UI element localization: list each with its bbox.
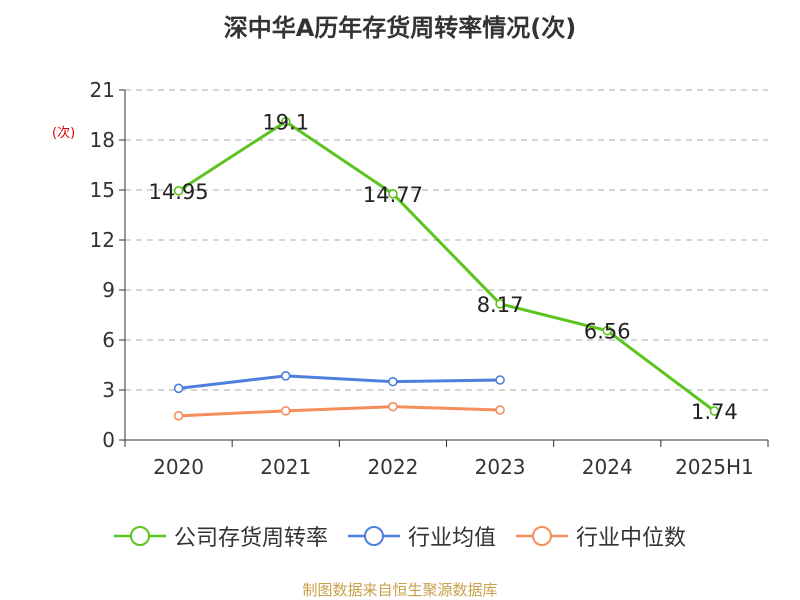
- series-line: [177, 120, 716, 413]
- y-tick-label: 12: [90, 228, 115, 252]
- data-point: [173, 186, 184, 196]
- y-tick-label: 0: [102, 428, 115, 452]
- y-tick-label: 6: [102, 328, 115, 352]
- y-tick-label: 15: [90, 178, 115, 202]
- data-point: [495, 405, 505, 415]
- data-point: [495, 299, 505, 309]
- legend-circle: [129, 526, 150, 546]
- x-tick-label: 2021: [260, 455, 311, 479]
- legend-circle: [363, 526, 384, 546]
- data-label: 6.56: [584, 320, 631, 344]
- data-point: [388, 376, 398, 387]
- data-label: 1.74: [691, 400, 738, 424]
- legend-marker-industry-mean: [347, 526, 400, 546]
- y-tick-label: 9: [102, 278, 115, 302]
- legend-label-industry-mean: 行业均值: [407, 526, 496, 551]
- data-label: 8.17: [477, 293, 524, 317]
- chart-title: 深中华A历年存货周转率情况(次): [223, 14, 577, 42]
- x-tick-label: 2022: [367, 455, 418, 479]
- line-chart: 0 3 6 9 12 15 18 21 2020 2021 2022 2023 2024 2025H1 14…: [90, 78, 769, 479]
- legend-item-industry-mean[interactable]: 行业均值: [347, 520, 496, 552]
- data-point: [280, 406, 291, 416]
- y-tick-label: 18: [90, 128, 115, 152]
- data-point: [173, 411, 184, 421]
- x-tick-label: 2024: [582, 455, 633, 479]
- legend: 公司存货周转率 行业均值 行业中位数: [0, 519, 800, 553]
- data-point: [602, 325, 613, 336]
- legend-marker-company: [113, 526, 166, 546]
- source-note: 制图数据来自恒生聚源数据库: [302, 581, 498, 599]
- data-label: 19.1: [262, 111, 309, 135]
- y-tick-label: 3: [102, 378, 115, 402]
- data-point: [495, 375, 505, 385]
- data-label: 14.95: [149, 180, 209, 204]
- data-point: [388, 401, 398, 412]
- x-tick-label: 2025H1: [675, 455, 754, 479]
- y-tick-label: 21: [90, 78, 115, 102]
- data-point: [173, 383, 184, 394]
- data-label: 14.77: [363, 183, 423, 207]
- series-line: [178, 374, 501, 390]
- data-point: [388, 189, 398, 199]
- x-tick-label: 2023: [475, 455, 526, 479]
- data-point: [280, 116, 291, 127]
- data-point: [709, 406, 720, 416]
- legend-item-industry-median[interactable]: 行业中位数: [516, 520, 686, 552]
- legend-marker-industry-median: [516, 526, 568, 546]
- x-tick-label: 2020: [153, 455, 204, 479]
- legend-label-industry-median: 行业中位数: [576, 526, 687, 551]
- data-point: [280, 371, 291, 381]
- series-line: [178, 405, 501, 418]
- legend-label-company: 公司存货周转率: [173, 526, 328, 551]
- legend-circle: [532, 526, 552, 546]
- legend-item-company[interactable]: 公司存货周转率: [113, 520, 328, 552]
